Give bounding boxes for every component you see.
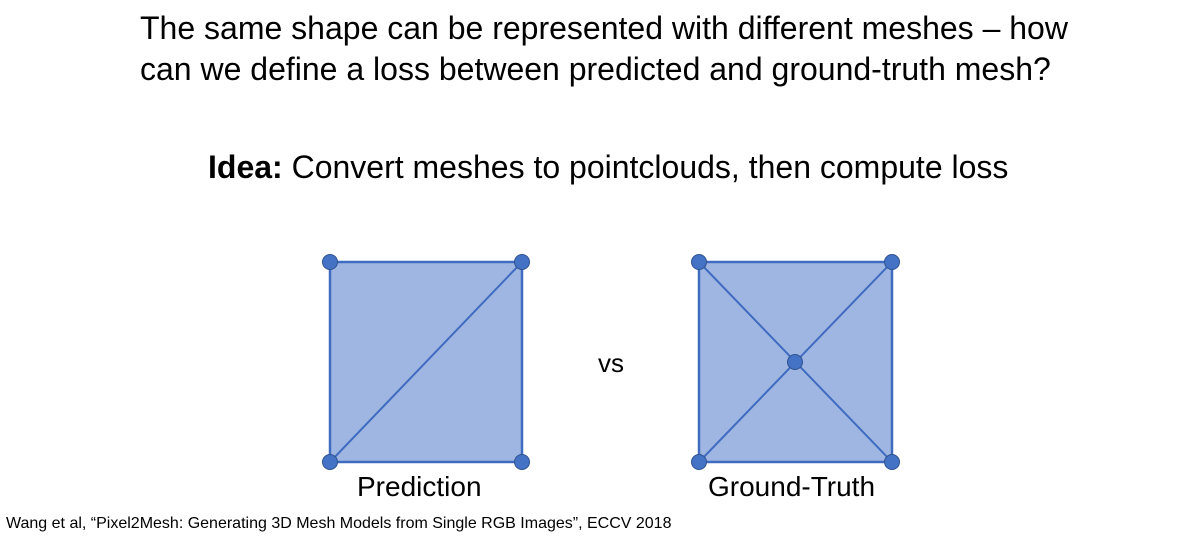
ground-truth-vertex-top-left [691,254,707,270]
idea-label: Idea: [208,149,283,185]
idea-statement: Idea: Convert meshes to pointclouds, the… [208,147,1008,187]
ground-truth-mesh [691,254,900,470]
ground-truth-vertex-top-right [884,254,900,270]
prediction-label: Prediction [357,471,482,502]
ground-truth-vertex-bottom-right [884,454,900,470]
idea-text: Convert meshes to pointclouds, then comp… [282,149,1009,185]
vs-label: vs [598,348,624,378]
heading-line-1: The same shape can be represented with d… [140,10,1068,46]
prediction-vertex-bottom-left [322,454,338,470]
ground-truth-label: Ground-Truth [708,471,876,502]
citation: Wang et al, “Pixel2Mesh: Generating 3D M… [6,515,672,532]
prediction-mesh [322,254,530,470]
prediction-vertex-top-right [514,254,530,270]
prediction-vertex-bottom-right [514,454,530,470]
ground-truth-vertex-center [787,354,803,370]
heading-line-2: can we define a loss between predicted a… [140,51,1051,87]
prediction-edge-diagonal [329,261,523,463]
ground-truth-vertex-bottom-left [691,454,707,470]
prediction-vertex-top-left [322,254,338,270]
slide-heading: The same shape can be represented with d… [140,8,1160,90]
